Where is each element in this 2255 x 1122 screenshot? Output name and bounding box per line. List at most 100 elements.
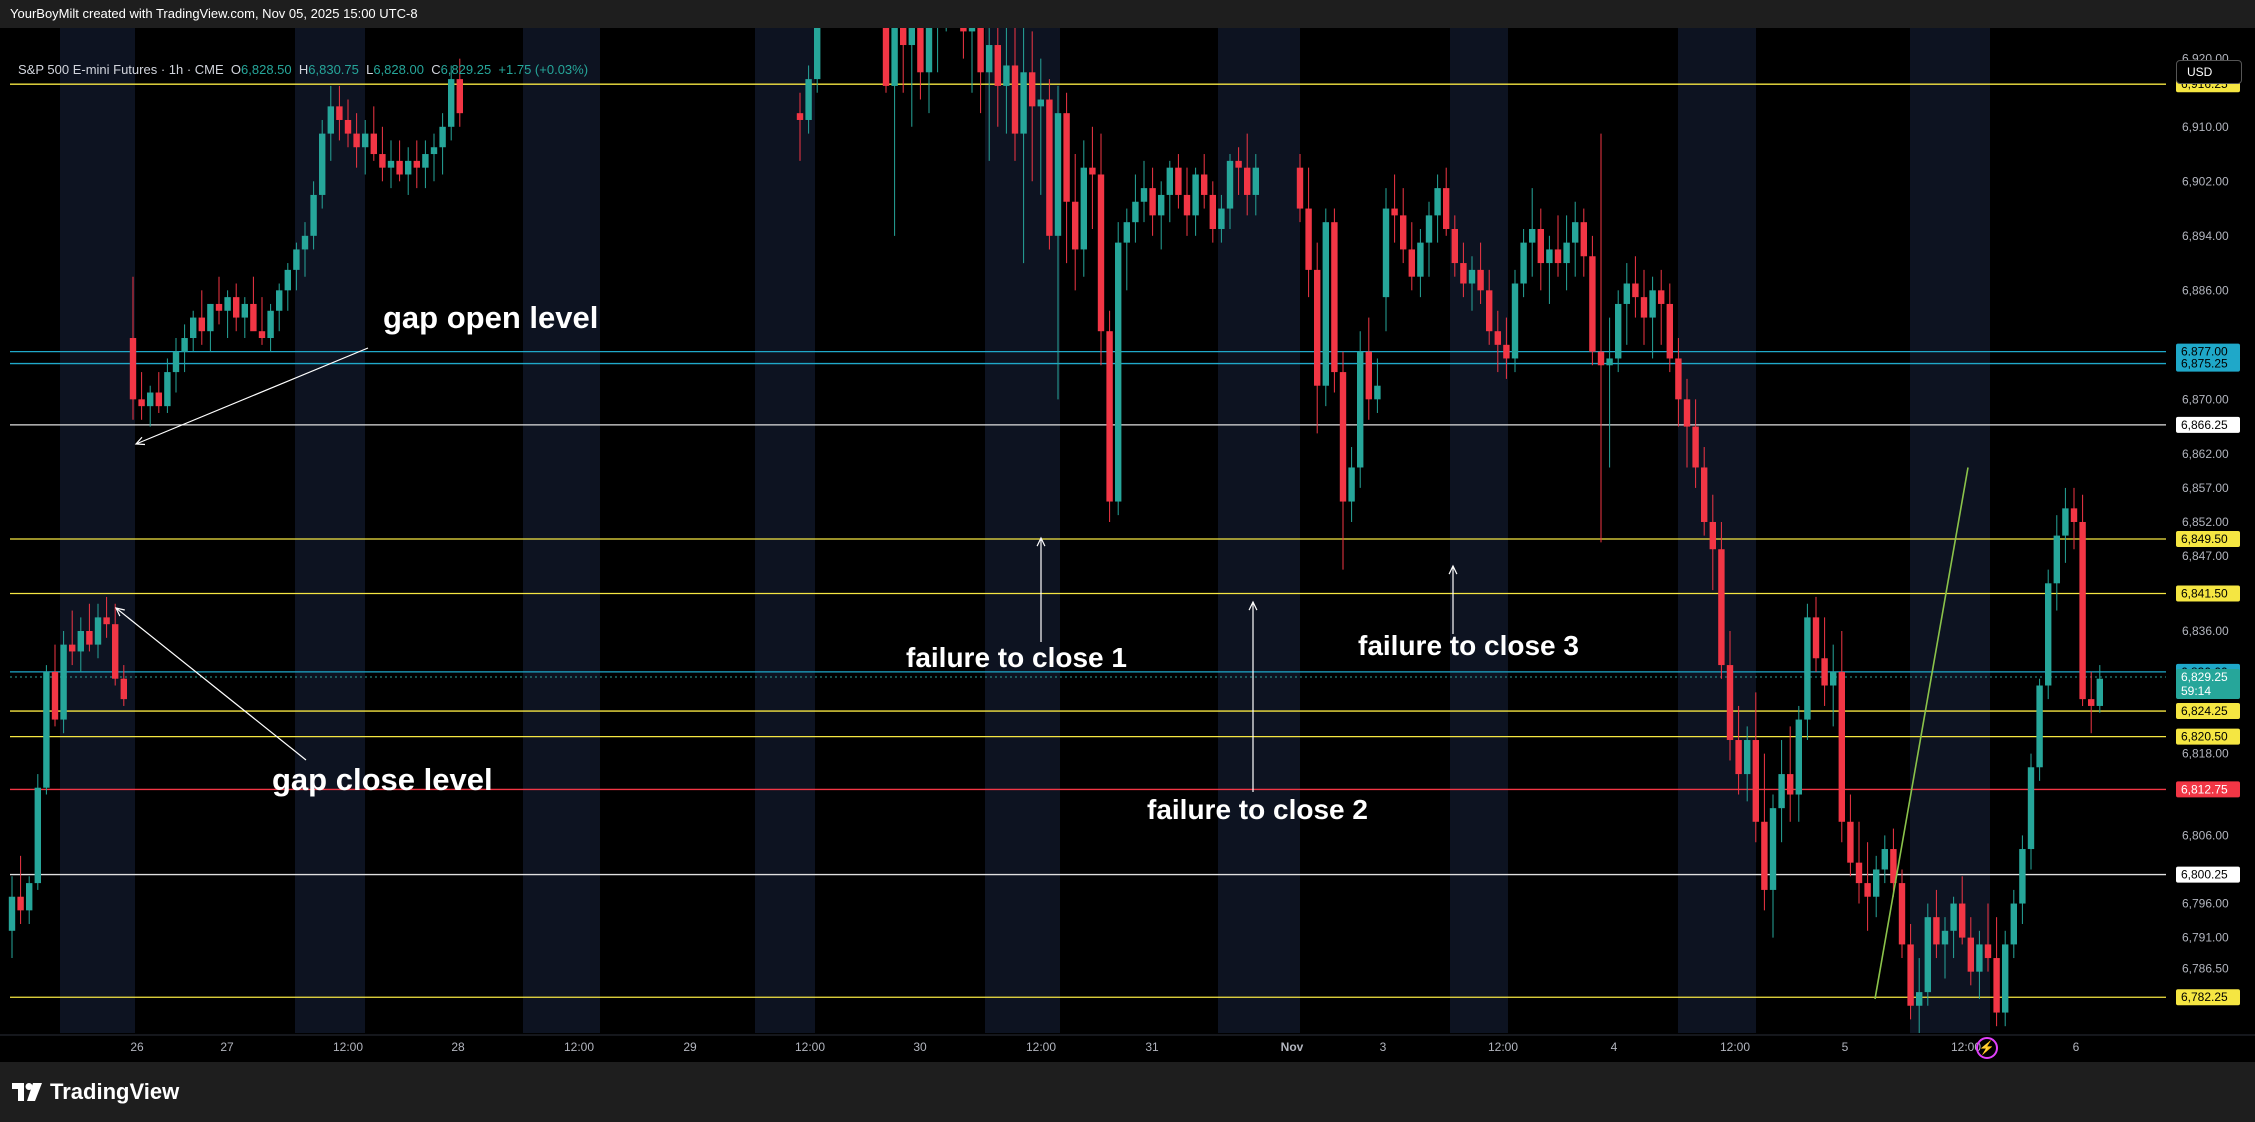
candle-body[interactable] <box>1305 208 1312 270</box>
candle-body[interactable] <box>1580 222 1587 257</box>
candle-body[interactable] <box>413 160 420 168</box>
candle-body[interactable] <box>1089 167 1096 175</box>
trendline[interactable] <box>1874 467 1969 1000</box>
candle-body[interactable] <box>1658 290 1665 304</box>
candle-body[interactable] <box>1106 331 1113 502</box>
candle-body[interactable] <box>293 249 300 270</box>
candle-body[interactable] <box>422 154 429 168</box>
candle-body[interactable] <box>1804 617 1811 720</box>
candle-body[interactable] <box>207 303 214 332</box>
candle-body[interactable] <box>1183 194 1191 216</box>
candle-body[interactable] <box>86 631 93 645</box>
candle-body[interactable] <box>1226 160 1234 209</box>
candle-body[interactable] <box>2088 699 2095 706</box>
candle-body[interactable] <box>1365 351 1372 400</box>
candle-body[interactable] <box>968 28 976 32</box>
candle-body[interactable] <box>1140 188 1148 202</box>
candle-body[interactable] <box>60 644 67 720</box>
candle-body[interactable] <box>1382 208 1390 298</box>
candle-body[interactable] <box>1451 229 1458 264</box>
candle-body[interactable] <box>112 624 119 679</box>
candle-body[interactable] <box>1020 72 1027 134</box>
candle-body[interactable] <box>190 317 197 339</box>
candle-body[interactable] <box>2036 685 2043 768</box>
candle-body[interactable] <box>1037 99 1044 107</box>
candle-body[interactable] <box>370 133 377 155</box>
candle-body[interactable] <box>1011 65 1019 134</box>
candle-body[interactable] <box>805 79 812 120</box>
candle-body[interactable] <box>1486 290 1493 332</box>
candle-body[interactable] <box>319 133 326 195</box>
candle-body[interactable] <box>1391 208 1398 216</box>
candle-body[interactable] <box>2070 508 2078 522</box>
candle-body[interactable] <box>1314 269 1321 386</box>
candle-body[interactable] <box>276 290 283 311</box>
candle-body[interactable] <box>1563 242 1570 264</box>
candle-body[interactable] <box>69 644 76 652</box>
candle-body[interactable] <box>1063 113 1070 202</box>
candle-body[interactable] <box>1623 283 1630 304</box>
candle-body[interactable] <box>2062 508 2069 536</box>
candle-body[interactable] <box>1838 671 1845 822</box>
symbol-name[interactable]: S&P 500 E-mini Futures · 1h · CME <box>18 62 224 77</box>
candle-body[interactable] <box>1434 188 1441 216</box>
candle-body[interactable] <box>310 194 317 236</box>
candle-body[interactable] <box>1494 331 1501 345</box>
candle-body[interactable] <box>1597 351 1605 366</box>
currency-button[interactable]: USD <box>2176 60 2242 84</box>
candle-body[interactable] <box>267 310 274 339</box>
candle-body[interactable] <box>26 883 33 911</box>
candle-body[interactable] <box>396 160 403 175</box>
candle-body[interactable] <box>138 399 145 407</box>
candle-body[interactable] <box>17 896 24 911</box>
candle-body[interactable] <box>1787 774 1794 795</box>
candle-body[interactable] <box>1735 740 1742 775</box>
candle-body[interactable] <box>1029 72 1036 107</box>
candle-body[interactable] <box>1769 808 1777 890</box>
candle-body[interactable] <box>1166 167 1173 195</box>
candle-body[interactable] <box>1847 821 1854 863</box>
candle-body[interactable] <box>8 896 16 931</box>
candle-body[interactable] <box>1408 249 1415 277</box>
candle-body[interactable] <box>960 28 967 32</box>
candle-body[interactable] <box>1752 740 1759 822</box>
candle-body[interactable] <box>1701 467 1708 522</box>
candle-body[interactable] <box>1175 167 1182 195</box>
candle-body[interactable] <box>1855 862 1863 884</box>
candle-body[interactable] <box>1244 167 1251 195</box>
candle-body[interactable] <box>1201 174 1208 195</box>
candle-body[interactable] <box>1993 958 2000 1013</box>
candle-body[interactable] <box>1984 944 1992 959</box>
bolt-icon[interactable]: ⚡ <box>1976 1037 1998 1059</box>
candle-body[interactable] <box>1761 821 1768 890</box>
candle-body[interactable] <box>917 28 924 73</box>
candle-body[interactable] <box>1209 194 1216 229</box>
candle-body[interactable] <box>215 303 223 311</box>
candle-body[interactable] <box>51 671 59 720</box>
candle-body[interactable] <box>198 317 205 332</box>
candle-body[interactable] <box>1503 344 1510 359</box>
candle-body[interactable] <box>2079 521 2086 700</box>
candle-body[interactable] <box>1252 167 1259 195</box>
candle-body[interactable] <box>448 79 455 127</box>
candle-body[interactable] <box>77 631 84 652</box>
candle-body[interactable] <box>129 338 137 400</box>
candle-body[interactable] <box>1873 869 1880 897</box>
candle-body[interactable] <box>1477 269 1484 291</box>
candle-body[interactable] <box>250 303 257 332</box>
candle-body[interactable] <box>1357 351 1364 468</box>
candle-body[interactable] <box>1675 358 1682 400</box>
candle-body[interactable] <box>1666 303 1673 359</box>
candle-body[interactable] <box>1967 937 1974 972</box>
candle-body[interactable] <box>405 160 412 175</box>
candle-body[interactable] <box>2019 849 2026 904</box>
candle-body[interactable] <box>1812 617 1820 659</box>
candle-body[interactable] <box>1924 917 1931 993</box>
chart-area[interactable]: 6,920.00 6,910.00 6,902.00 6,894.00 6,886.00… <box>0 28 2255 1062</box>
candle-body[interactable] <box>1132 201 1139 223</box>
candle-body[interactable] <box>1296 167 1304 209</box>
candle-body[interactable] <box>1941 930 1949 945</box>
candle-body[interactable] <box>1115 242 1122 502</box>
candle-body[interactable] <box>891 28 898 86</box>
candle-body[interactable] <box>1192 174 1199 216</box>
